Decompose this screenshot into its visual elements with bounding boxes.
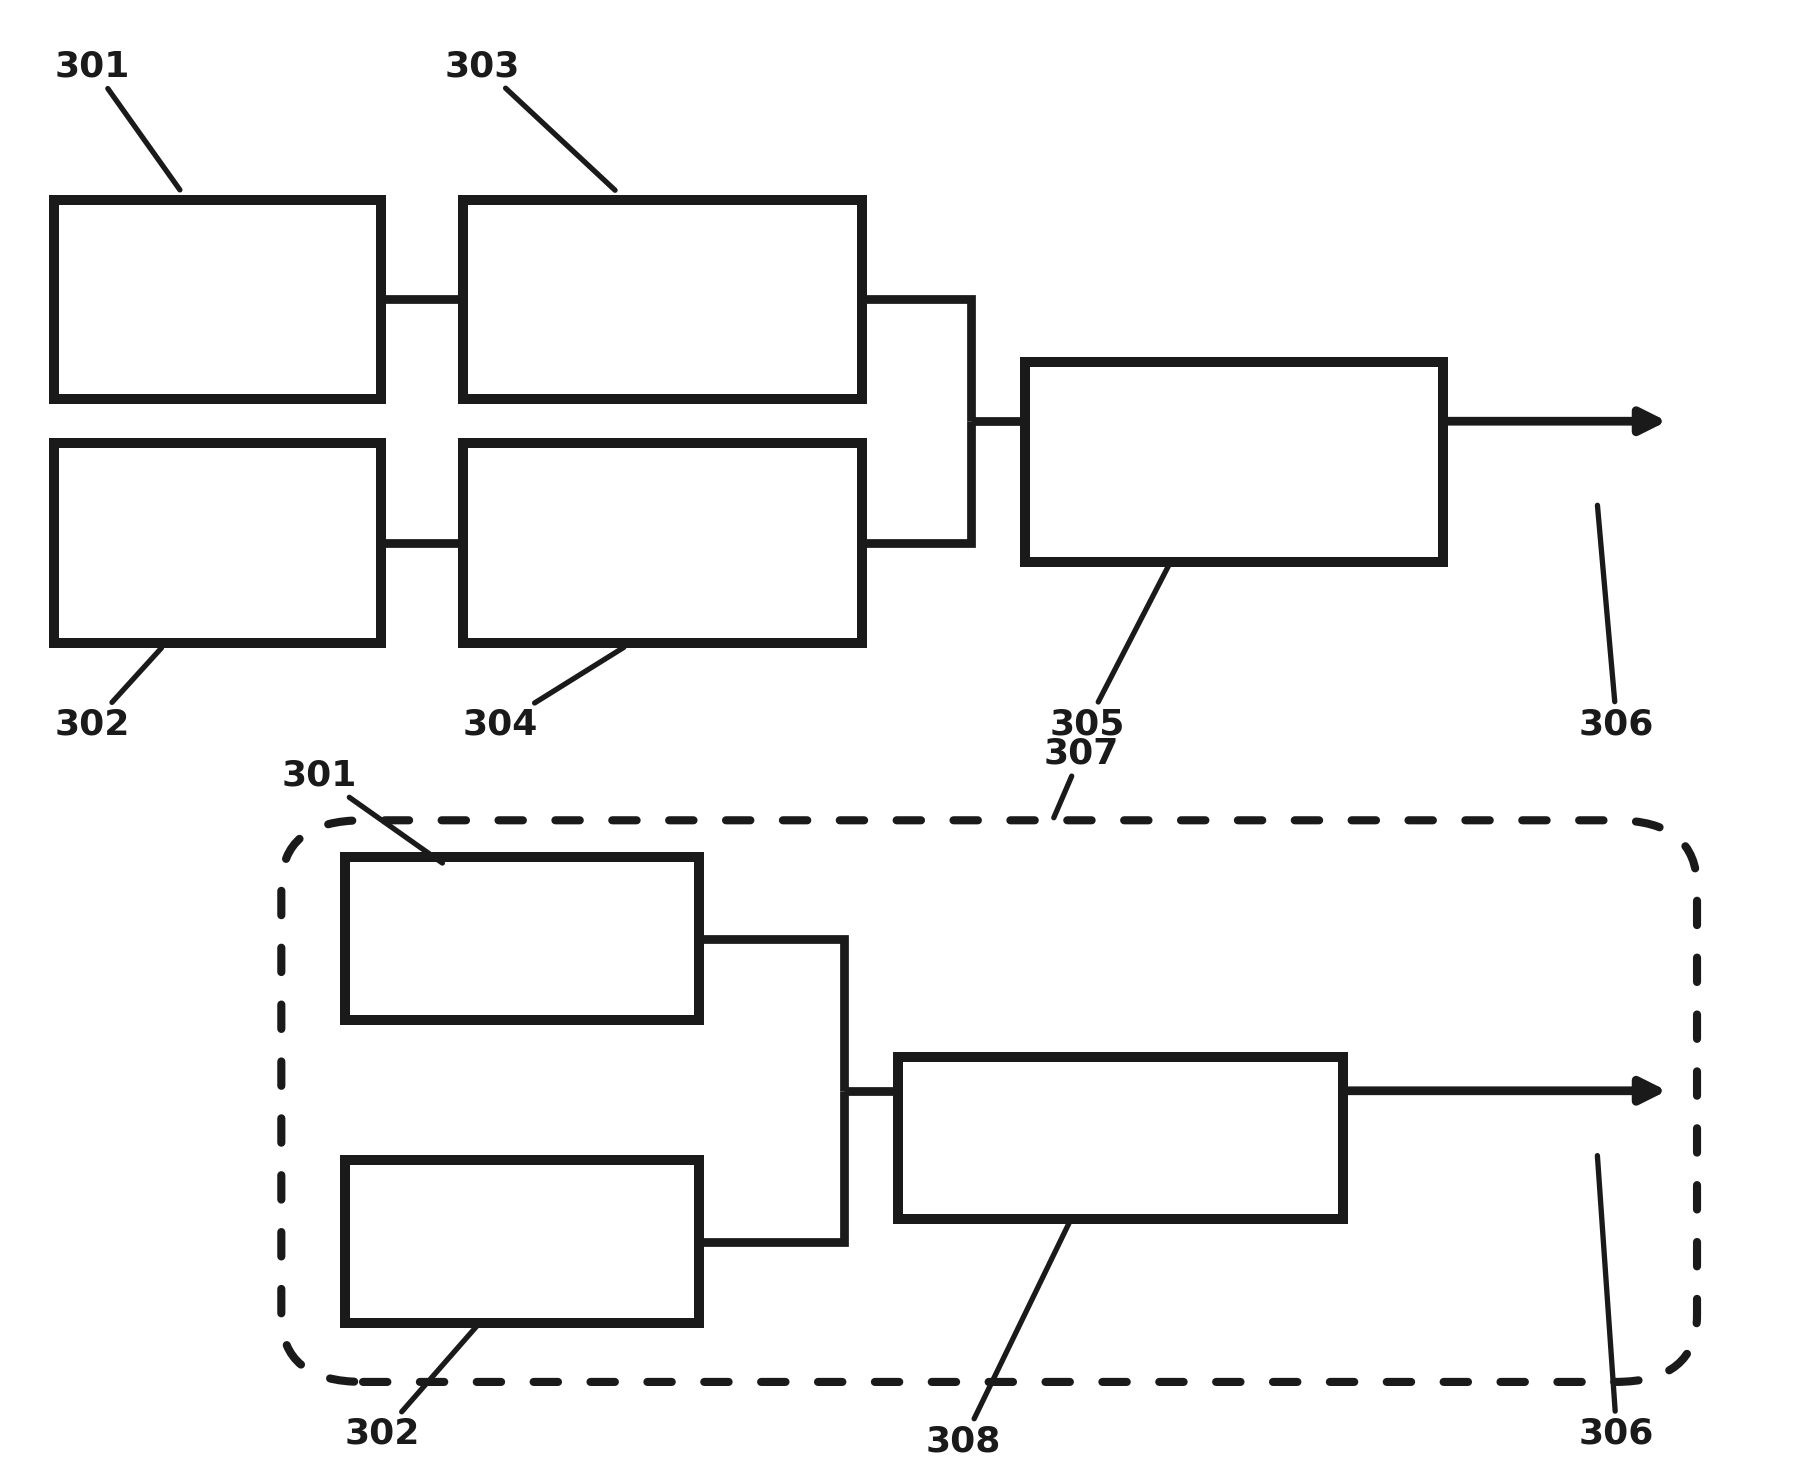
Text: 304: 304 — [463, 647, 624, 742]
Bar — [463, 443, 862, 643]
Text: 306: 306 — [1578, 1156, 1654, 1451]
Text: 305: 305 — [1048, 565, 1168, 742]
Bar — [463, 200, 862, 399]
Text: 307: 307 — [1043, 736, 1119, 817]
Bar — [54, 443, 381, 643]
Bar — [345, 857, 698, 1020]
Text: 302: 302 — [345, 1323, 479, 1451]
Bar — [898, 1057, 1342, 1219]
FancyBboxPatch shape — [281, 820, 1696, 1382]
Text: 301: 301 — [281, 758, 443, 863]
Bar — [54, 200, 381, 399]
Text: 308: 308 — [925, 1222, 1068, 1459]
Text: 306: 306 — [1578, 505, 1654, 742]
Text: 301: 301 — [54, 49, 180, 189]
Text: 303: 303 — [444, 49, 615, 191]
Text: 302: 302 — [54, 647, 161, 742]
Bar — [1025, 362, 1442, 562]
Bar — [345, 1160, 698, 1323]
